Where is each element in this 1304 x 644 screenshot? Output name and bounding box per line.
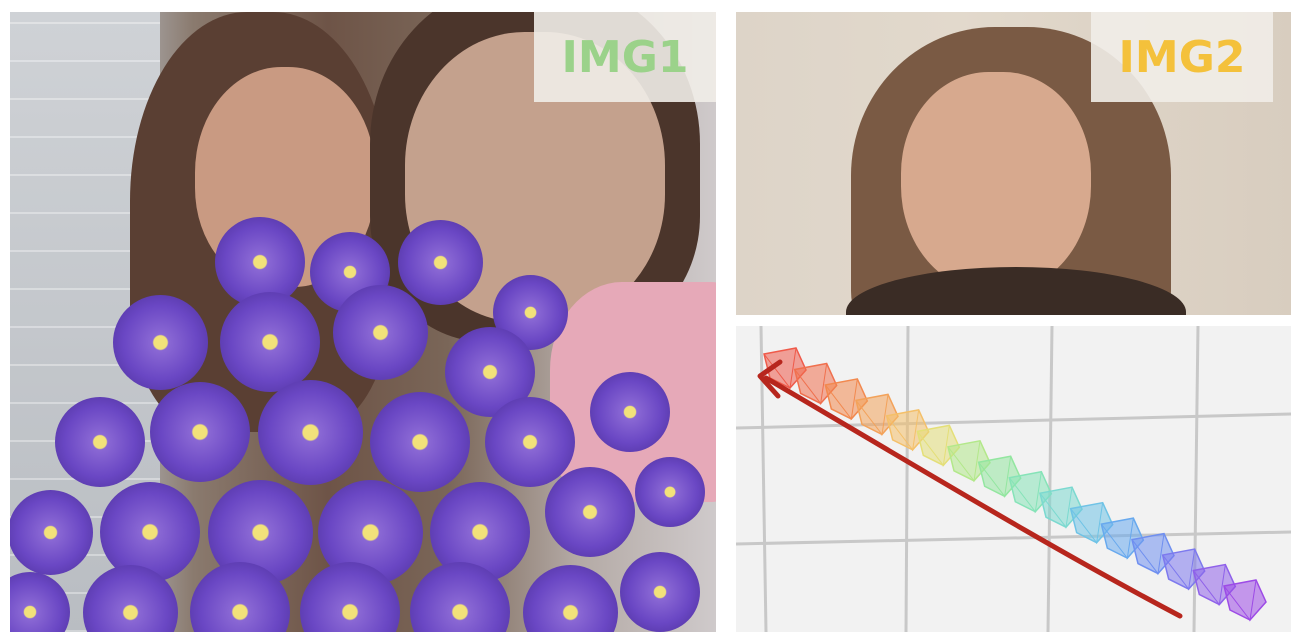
aster-flower <box>522 564 618 632</box>
aster-flower <box>150 382 250 482</box>
image-panel-2: IMG2 <box>736 12 1291 315</box>
aster-flower <box>257 379 363 485</box>
camera-frustum <box>947 439 991 483</box>
trajectory-arrow-head <box>757 359 783 399</box>
aster-flower <box>485 397 575 487</box>
camera-frustum-edges <box>1039 487 1083 529</box>
trajectory-arrow <box>763 375 1183 619</box>
aster-flower <box>397 219 483 305</box>
image-panel-1: IMG1 <box>10 12 716 632</box>
aster-flower <box>82 564 178 632</box>
plot-canvas <box>736 326 1291 632</box>
aster-flower <box>545 467 635 557</box>
woman-face <box>901 72 1091 292</box>
aster-flower <box>10 489 93 575</box>
aster-flower <box>370 392 470 492</box>
aster-flower <box>112 294 208 390</box>
aster-flower <box>332 284 428 380</box>
aster-flower <box>590 372 670 452</box>
camera-frustum <box>855 393 899 436</box>
camera-trajectory-plot <box>736 326 1291 632</box>
camera-frustum-edges <box>916 425 960 467</box>
grid-vertical-line <box>1046 326 1054 632</box>
aster-flower <box>100 482 200 582</box>
camera-frustum-edges <box>1070 502 1114 545</box>
aster-flower <box>220 292 320 392</box>
camera-frustum-edges <box>824 378 868 421</box>
camera-frustum-edges <box>978 456 1022 498</box>
aster-flower <box>620 552 700 632</box>
camera-frustum-edges <box>763 347 807 390</box>
grid-horizontal-line <box>736 530 1291 546</box>
camera-frustum <box>1192 563 1237 607</box>
camera-frustums <box>763 347 1267 622</box>
camera-frustum-edges <box>794 363 838 406</box>
grid-horizontal-line <box>736 412 1291 430</box>
camera-frustum-edges <box>1223 579 1267 622</box>
img2-label: IMG2 <box>1091 12 1273 102</box>
camera-frustum <box>1008 470 1053 514</box>
grid-vertical-line <box>904 326 910 632</box>
aster-flower <box>55 397 145 487</box>
aster-flower <box>635 457 705 527</box>
img1-label: IMG1 <box>534 12 716 102</box>
camera-frustum <box>1223 579 1267 622</box>
